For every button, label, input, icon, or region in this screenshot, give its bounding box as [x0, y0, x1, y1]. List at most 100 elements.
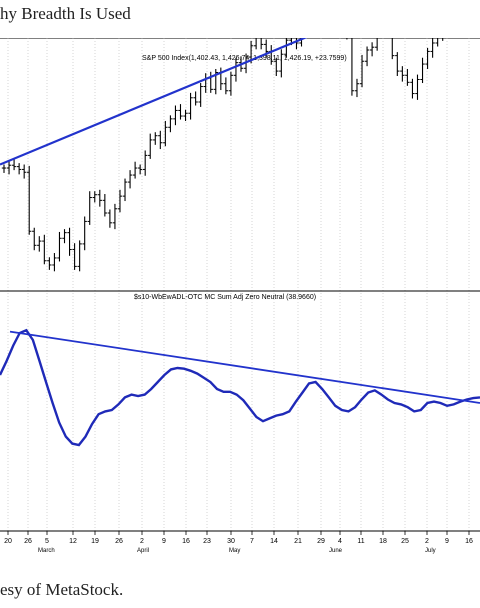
x-tick-label-0: 20	[4, 538, 12, 545]
price-bar-34	[173, 105, 178, 126]
price-bar-11	[57, 231, 62, 262]
price-bar-45	[228, 71, 234, 96]
x-tick-label-9: 23	[203, 538, 211, 545]
price-bar-2	[11, 158, 17, 171]
price-bar-41	[208, 71, 213, 93]
x-axis-ticks: 20 26 5 12 19 26 2 9 16 23 30 7 14 21 29 4 11 18 25 2 9 16	[4, 531, 473, 545]
x-tick-label-20: 9	[445, 538, 449, 545]
x-tick-label-2: 5	[45, 538, 49, 545]
price-bar-32	[163, 120, 168, 147]
price-trendline	[0, 38, 308, 166]
price-bar-39	[198, 83, 203, 107]
price-bar-26	[132, 161, 138, 179]
price-bar-24	[122, 178, 128, 202]
price-bar-70	[354, 78, 360, 98]
price-bar-3	[16, 163, 22, 175]
x-tick-label-3: 12	[69, 538, 77, 545]
x-tick-label-5: 26	[115, 538, 123, 545]
price-bar-15	[77, 240, 82, 272]
price-bar-37	[188, 92, 193, 120]
price-bar-81	[410, 78, 415, 99]
price-bar-77	[391, 38, 395, 60]
chart-area: S&P 500 Index(1,402.43, 1,426.74, 1,398.…	[0, 38, 480, 554]
month-labels: March April May June July	[38, 548, 436, 554]
x-tick-label-1: 26	[24, 538, 32, 545]
x-tick-label-21: 16	[465, 538, 473, 545]
price-bar-82	[415, 74, 420, 100]
month-label-4: July	[425, 548, 436, 554]
price-bar-23	[117, 189, 123, 213]
x-tick-label-6: 2	[140, 538, 144, 545]
indicator-line	[0, 328, 480, 447]
price-bars	[1, 38, 444, 272]
price-bar-25	[127, 170, 133, 189]
price-bar-13	[67, 227, 72, 256]
price-bar-9	[47, 257, 52, 270]
price-bar-85	[430, 38, 435, 58]
price-bar-27	[137, 164, 143, 175]
month-label-1: April	[137, 548, 149, 554]
price-bar-44	[223, 77, 229, 95]
price-bar-6	[32, 227, 37, 251]
month-label-3: June	[329, 548, 343, 554]
price-bar-59	[299, 38, 303, 47]
price-bar-42	[213, 68, 218, 95]
price-bar-55	[279, 49, 284, 78]
price-bar-16	[82, 216, 87, 251]
price-bar-20	[102, 194, 108, 217]
price-bar-46	[233, 57, 239, 82]
price-bar-33	[168, 115, 173, 133]
x-tick-label-19: 2	[425, 538, 429, 545]
price-bar-4	[21, 164, 27, 179]
price-bar-51	[260, 38, 264, 50]
x-tick-label-4: 19	[91, 538, 99, 545]
price-bar-10	[52, 253, 57, 272]
price-bar-78	[395, 52, 400, 77]
price-bar-72	[364, 46, 370, 67]
price-bar-12	[62, 229, 67, 244]
indicator-panel-title: $s10-WbEwADL-OTC MC Sum Adj Zero Neutral…	[134, 294, 316, 301]
price-bar-79	[400, 66, 405, 82]
price-bar-5	[27, 165, 32, 235]
x-tick-label-15: 4	[338, 538, 342, 545]
x-tick-label-7: 9	[162, 538, 166, 545]
price-bar-83	[420, 57, 425, 84]
price-bar-86	[435, 38, 439, 47]
price-bar-28	[142, 150, 148, 176]
x-tick-label-17: 18	[379, 538, 387, 545]
price-panel-title: S&P 500 Index(1,402.43, 1,426.74, 1,398.…	[142, 55, 347, 62]
price-bar-1	[6, 160, 12, 175]
price-bar-58	[295, 38, 299, 50]
price-bar-17	[87, 191, 92, 225]
x-tick-label-13: 21	[294, 538, 302, 545]
price-bar-87	[442, 38, 444, 41]
price-bar-29	[148, 133, 153, 159]
price-bar-38	[193, 91, 198, 106]
price-bar-0	[1, 164, 7, 173]
price-bar-31	[158, 130, 163, 150]
x-tick-label-8: 16	[182, 538, 190, 545]
price-bar-80	[405, 68, 410, 86]
price-bar-50	[253, 38, 257, 50]
x-tick-label-16: 11	[357, 538, 364, 545]
price-bar-74	[374, 38, 378, 51]
price-bar-69	[351, 38, 355, 96]
indicator-trendline	[9, 330, 480, 404]
price-bar-22	[112, 203, 118, 230]
price-bar-18	[92, 191, 97, 203]
price-bar-14	[72, 243, 77, 270]
price-bar-54	[274, 57, 279, 77]
x-tick-label-10: 30	[227, 538, 235, 545]
price-bar-19	[97, 189, 103, 207]
x-tick-label-14: 29	[317, 538, 325, 545]
page-heading: hy Breadth Is Used	[0, 4, 131, 23]
price-bar-84	[425, 47, 430, 69]
price-bar-36	[183, 109, 188, 121]
price-bar-35	[178, 104, 183, 120]
price-bar-71	[359, 54, 365, 88]
month-label-2: May	[229, 548, 240, 554]
price-bar-7	[37, 236, 42, 252]
vertical-grid	[7, 38, 470, 531]
price-bar-30	[153, 132, 158, 145]
x-tick-label-11: 7	[250, 538, 254, 545]
